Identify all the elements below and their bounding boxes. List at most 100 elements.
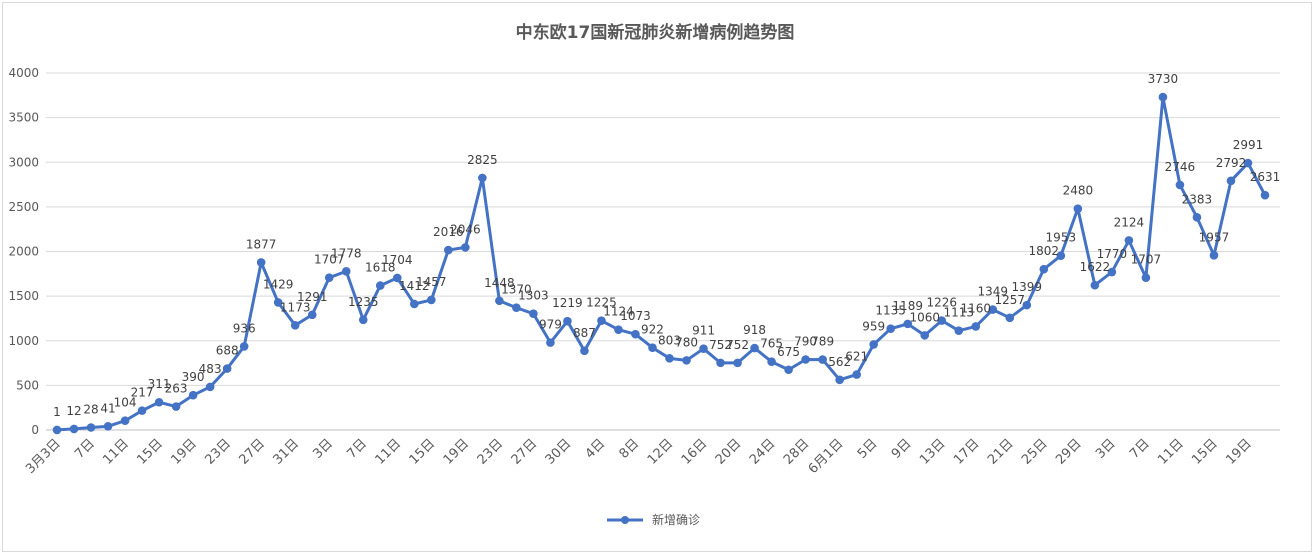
data-label: 621 bbox=[845, 350, 868, 364]
data-point bbox=[903, 319, 913, 329]
data-point bbox=[1141, 273, 1151, 282]
data-label: 28 bbox=[83, 403, 98, 417]
data-label: 979 bbox=[539, 318, 562, 332]
x-tick-label: 25日 bbox=[1019, 436, 1050, 467]
x-tick-label: 23日 bbox=[475, 436, 506, 467]
data-point bbox=[154, 397, 164, 407]
data-labels: 1 12 28 41104217311263390483688936187714291… bbox=[53, 72, 1280, 419]
y-tick-label: 500 bbox=[16, 378, 39, 392]
data-label: 1219 bbox=[552, 296, 583, 310]
x-tick-label: 24日 bbox=[747, 436, 778, 467]
data-point bbox=[699, 344, 708, 353]
data-label: 2016 bbox=[433, 225, 464, 239]
data-label: 1225 bbox=[586, 296, 617, 310]
data-label: 1160 bbox=[960, 301, 991, 315]
x-tick-label: 23日 bbox=[202, 436, 233, 467]
data-point bbox=[1005, 313, 1015, 323]
data-label: 887 bbox=[573, 326, 596, 340]
x-tick-label: 20日 bbox=[713, 436, 744, 467]
data-label: 1349 bbox=[978, 285, 1009, 299]
data-label: 1257 bbox=[995, 293, 1026, 307]
x-tick-label: 21日 bbox=[985, 436, 1016, 467]
data-point bbox=[444, 245, 453, 255]
data-point bbox=[869, 340, 878, 349]
data-point bbox=[478, 173, 487, 183]
data-point bbox=[529, 309, 538, 319]
data-label: 1135 bbox=[875, 304, 906, 318]
x-tick-label: 12日 bbox=[645, 436, 676, 467]
data-label: 104 bbox=[114, 396, 137, 410]
x-tick-label: 11日 bbox=[1155, 436, 1186, 467]
data-label: 1370 bbox=[501, 283, 532, 297]
data-point bbox=[409, 299, 419, 309]
x-tick-label: 17日 bbox=[951, 436, 982, 467]
data-point bbox=[222, 364, 232, 373]
data-label: 1303 bbox=[518, 289, 549, 303]
y-tick-label: 1000 bbox=[8, 334, 39, 348]
data-point bbox=[273, 298, 283, 307]
data-point bbox=[52, 425, 62, 435]
data-label: 2383 bbox=[1182, 192, 1213, 206]
data-label: 2046 bbox=[450, 222, 481, 236]
data-point bbox=[563, 316, 572, 326]
data-point bbox=[614, 325, 623, 334]
data-label: 2480 bbox=[1063, 184, 1094, 198]
data-label: 1457 bbox=[416, 275, 447, 289]
x-tick-label: 27日 bbox=[509, 436, 540, 467]
data-label: 2825 bbox=[467, 153, 498, 167]
data-point bbox=[1243, 158, 1253, 168]
data-label: 1073 bbox=[620, 309, 651, 323]
data-label: 483 bbox=[199, 362, 222, 376]
x-tick-label: 7日 bbox=[72, 436, 98, 462]
data-label: 780 bbox=[675, 335, 698, 349]
data-point bbox=[1175, 180, 1185, 190]
data-point bbox=[852, 370, 861, 379]
x-tick-label: 3日 bbox=[310, 436, 336, 462]
data-label: 1704 bbox=[382, 253, 413, 267]
data-point bbox=[1192, 213, 1202, 222]
y-tick-label: 4000 bbox=[8, 66, 39, 80]
x-tick-label: 15日 bbox=[1189, 436, 1220, 467]
x-tick-label: 15日 bbox=[407, 436, 438, 467]
data-point bbox=[750, 343, 759, 353]
data-label: 752 bbox=[709, 338, 732, 352]
data-label: 1622 bbox=[1080, 260, 1111, 274]
data-point bbox=[988, 305, 998, 314]
data-point bbox=[427, 295, 436, 305]
data-point bbox=[239, 342, 249, 351]
data-label: 1877 bbox=[246, 237, 277, 251]
data-label: 1953 bbox=[1046, 231, 1077, 245]
data-point bbox=[392, 273, 402, 283]
data-point bbox=[1039, 264, 1049, 274]
data-point bbox=[205, 382, 215, 392]
data-point bbox=[137, 406, 147, 415]
data-point bbox=[580, 346, 589, 356]
data-point bbox=[835, 375, 844, 385]
data-point bbox=[256, 258, 266, 267]
data-point bbox=[886, 324, 895, 334]
data-label: 1173 bbox=[280, 300, 311, 314]
data-label: 1448 bbox=[484, 276, 515, 290]
data-point bbox=[341, 267, 351, 276]
data-point bbox=[103, 422, 113, 431]
data-point bbox=[682, 356, 691, 365]
data-label: 790 bbox=[794, 334, 817, 348]
y-axis-ticks: 0 500 1000 1500 2000 2500 3000 3500 4000 bbox=[8, 66, 39, 437]
y-tick-label: 1500 bbox=[8, 289, 39, 303]
data-label: 1 bbox=[53, 405, 61, 419]
data-label: 1399 bbox=[1012, 280, 1043, 294]
data-point bbox=[1022, 300, 1032, 310]
data-point bbox=[1260, 190, 1270, 200]
data-label: 311 bbox=[148, 377, 171, 391]
data-point bbox=[937, 316, 947, 325]
data-point bbox=[495, 296, 504, 306]
x-tick-label: 5日 bbox=[855, 436, 881, 462]
x-tick-label: 19日 bbox=[168, 436, 199, 467]
data-label: 752 bbox=[726, 338, 749, 352]
data-point bbox=[375, 281, 385, 290]
data-point bbox=[818, 355, 827, 364]
data-point bbox=[971, 322, 981, 331]
data-label: 936 bbox=[233, 321, 256, 335]
data-label: 1060 bbox=[909, 310, 940, 324]
data-label: 1291 bbox=[297, 290, 328, 304]
